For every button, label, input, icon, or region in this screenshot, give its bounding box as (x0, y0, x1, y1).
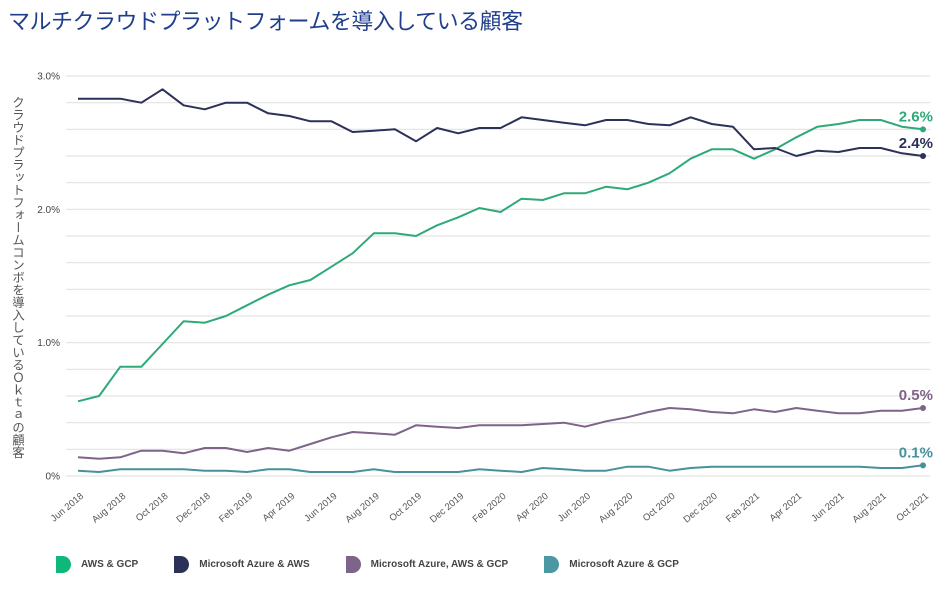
end-labels: 2.6% 2.4% 0.5% 0.1% (899, 108, 933, 469)
end-marker (920, 126, 926, 133)
legend-swatch-icon (544, 556, 560, 573)
end-value-label: 2.6% (899, 108, 933, 125)
x-tick-label: Dec 2018 (174, 491, 212, 526)
x-tick-label: Jun 2019 (302, 491, 339, 525)
x-tick-label: Apr 2021 (768, 491, 805, 524)
x-tick-label: Apr 2019 (261, 491, 298, 524)
series-line-2 (77, 407, 924, 460)
x-tick-label: Oct 2021 (894, 491, 931, 524)
legend-label: Microsoft Azure & AWS (199, 559, 310, 570)
series-line-3 (77, 464, 924, 473)
x-tick-label: Feb 2019 (217, 491, 255, 525)
legend-swatch-icon (174, 556, 190, 573)
series-line-1 (78, 88, 924, 157)
series-lines (77, 88, 924, 473)
legend-item-azure-aws[interactable]: Microsoft Azure & AWS (174, 556, 310, 573)
y-tick-label: 3.0% (37, 72, 60, 83)
x-tick-label: Jun 2021 (809, 491, 846, 525)
end-marker (920, 405, 926, 411)
x-tick-label: Jun 2020 (556, 491, 593, 525)
x-tick-label: Oct 2018 (134, 491, 171, 524)
legend-label: Microsoft Azure & GCP (569, 559, 679, 570)
y-axis-ticks: 0% 1.0% 2.0% 3.0% (37, 72, 60, 483)
legend: AWS & GCP Microsoft Azure & AWS Microsof… (56, 556, 715, 573)
legend-label: Microsoft Azure, AWS & GCP (370, 559, 509, 570)
x-tick-label: Dec 2020 (681, 491, 719, 526)
end-value-label: 0.1% (899, 444, 933, 461)
x-tick-label: Dec 2019 (428, 491, 466, 526)
legend-swatch-icon (56, 556, 71, 573)
end-marker (920, 462, 926, 469)
x-tick-label: Oct 2020 (641, 491, 678, 524)
end-value-label: 2.4% (899, 135, 933, 152)
x-tick-label: Oct 2019 (387, 491, 424, 524)
x-tick-label: Jun 2018 (49, 491, 86, 525)
end-value-label: 0.5% (899, 387, 933, 404)
legend-swatch-icon (345, 556, 361, 573)
y-tick-label: 0% (46, 472, 61, 483)
legend-item-azure-aws-gcp[interactable]: Microsoft Azure, AWS & GCP (345, 556, 509, 573)
series-line-0 (77, 119, 924, 403)
x-tick-label: Feb 2021 (724, 491, 762, 525)
legend-item-azure-gcp[interactable]: Microsoft Azure & GCP (544, 556, 679, 573)
x-axis-ticks: Jun 2018 Aug 2018 Oct 2018 Dec 2018 Feb 2019… (49, 491, 931, 526)
legend-label: AWS & GCP (81, 559, 139, 570)
y-tick-label: 2.0% (37, 205, 60, 216)
end-marker (920, 153, 926, 159)
x-tick-label: Aug 2021 (850, 491, 888, 526)
x-tick-label: Aug 2019 (343, 491, 381, 526)
x-tick-label: Aug 2020 (597, 491, 635, 526)
chart-title: マルチクラウドプラットフォームを導入している顧客 (8, 10, 523, 35)
y-tick-label: 1.0% (37, 338, 60, 349)
y-axis-label: クラウドプラットフォームコンボを導入しているＯｋｔａの顧客 (10, 96, 25, 459)
legend-item-aws-gcp[interactable]: AWS & GCP (56, 556, 138, 573)
x-tick-label: Aug 2018 (90, 491, 128, 526)
x-tick-label: Feb 2020 (471, 491, 509, 525)
gridlines (66, 75, 930, 477)
x-tick-label: Apr 2020 (514, 491, 551, 524)
